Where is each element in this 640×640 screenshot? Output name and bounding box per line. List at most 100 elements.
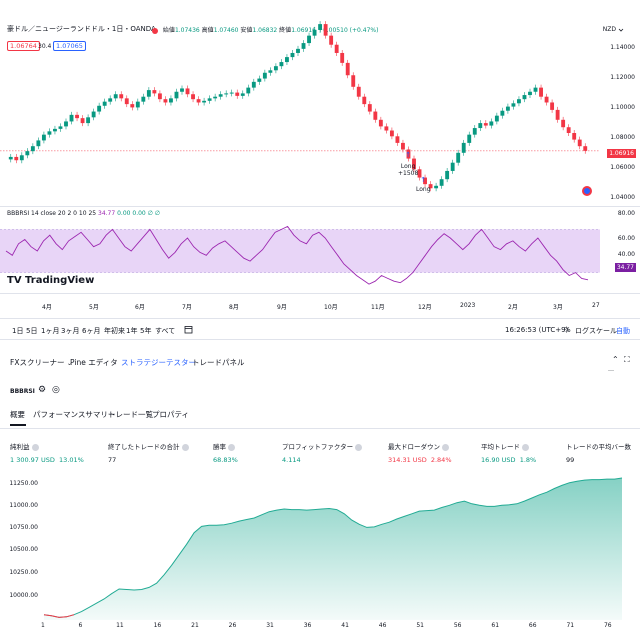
candle-body: [174, 91, 179, 99]
candle-body: [373, 111, 378, 120]
range-6m-button[interactable]: 6ヶ月: [82, 327, 101, 335]
equity-x-tick: 61: [491, 622, 500, 629]
range-3m-button[interactable]: 3ヶ月: [61, 327, 80, 335]
candle-body: [251, 81, 256, 88]
info-icon[interactable]: [228, 443, 235, 451]
rsi-chart[interactable]: [0, 207, 600, 293]
candle-body: [240, 93, 245, 96]
tab-trade-list[interactable]: トレード一覧: [108, 410, 153, 419]
rsi-legend: BBBRSI 14 close 20 2 0 10 25 34.77 0.00 …: [7, 210, 160, 217]
flag-icon[interactable]: [582, 186, 592, 196]
tab-pine-editor[interactable]: Pine エディタ: [70, 358, 118, 367]
panel-expand-icon[interactable]: ⛶: [624, 355, 630, 364]
stat-header-avg-trade: 平均トレード: [481, 441, 529, 451]
tab-fx-screener[interactable]: FXスクリーナー ⌄: [10, 358, 72, 367]
currency-chevron-icon[interactable]: [618, 27, 624, 33]
equity-y-tick: 10250.00: [9, 569, 38, 576]
candle-body: [472, 128, 477, 135]
long-size: +1508: [398, 170, 419, 177]
equity-x-tick: 46: [378, 622, 387, 629]
candle-body: [218, 94, 223, 97]
equity-x-tick: 1: [41, 622, 45, 629]
date-range-icon[interactable]: [184, 325, 193, 334]
candle-body: [102, 101, 107, 106]
rsi-label: BBBRSI 14 close 20 2 0 10 25: [7, 210, 97, 217]
candle-body: [378, 119, 383, 127]
tab-overview[interactable]: 概要: [10, 410, 25, 419]
equity-x-tick: 51: [416, 622, 424, 629]
price-tick: 1.06000: [610, 164, 635, 171]
candle-body: [500, 110, 505, 116]
candle-body: [86, 117, 91, 124]
sell-button[interactable]: 1.06764: [7, 41, 40, 51]
rsi-tick: 40.00: [617, 251, 635, 258]
range-1m-button[interactable]: 1ヶ月: [41, 327, 60, 335]
tab-trading-panel[interactable]: トレードパネル: [192, 358, 245, 367]
candle-body: [356, 86, 361, 97]
candle-body: [224, 93, 229, 95]
log-scale-toggle[interactable]: ログスケール: [575, 327, 617, 335]
info-icon[interactable]: [181, 443, 189, 451]
candle-body: [329, 35, 334, 45]
candle-body: [47, 131, 52, 135]
info-icon[interactable]: [31, 443, 39, 451]
info-icon[interactable]: [355, 443, 363, 451]
candle-body: [539, 87, 543, 97]
tab-properties[interactable]: プロパティ: [152, 410, 190, 419]
equity-x-tick: 71: [566, 622, 575, 629]
percent-toggle[interactable]: %: [564, 326, 571, 334]
equity-chart[interactable]: 11250.00 11000.00 10750.00 10500.00 1025…: [0, 470, 640, 640]
strategy-name[interactable]: BBBRSI: [10, 388, 35, 395]
candle-body: [207, 98, 212, 101]
clock-display[interactable]: 16:26:53 (UTC+9): [505, 326, 569, 334]
candle-body: [318, 24, 323, 30]
tab-strategy-tester[interactable]: ストラテジーテスター: [121, 358, 196, 367]
range-5y-button[interactable]: 5年: [140, 327, 152, 335]
candle-body: [196, 99, 201, 103]
candle-body: [157, 93, 162, 100]
tradingview-logo: 𝗧𝗩 TradingView: [7, 275, 94, 286]
range-5d-button[interactable]: 5日: [26, 327, 38, 335]
ohlc-close-label: 終値: [279, 27, 292, 34]
pair-title: 豪ドル／ニュージーランドドル・1日・OANDA: [7, 25, 156, 33]
panel-more-icon[interactable]: …: [608, 366, 614, 373]
equity-area-chart[interactable]: [0, 470, 640, 640]
time-tick: 6月: [135, 304, 145, 311]
candle-body: [146, 90, 151, 97]
timeframe-bar: [0, 318, 640, 340]
panel-maximize-icon[interactable]: ⌃: [612, 355, 619, 364]
range-1y-button[interactable]: 1年: [126, 327, 138, 335]
candle-body: [423, 177, 427, 185]
candle-body: [290, 52, 295, 58]
range-all-button[interactable]: すべて: [155, 327, 176, 335]
equity-y-tick: 11250.00: [9, 480, 38, 487]
rsi-value: 34.77: [98, 210, 116, 217]
tab-performance-summary[interactable]: パフォーマンスサマリー: [33, 410, 116, 419]
candle-body: [25, 151, 30, 156]
price-chart-area[interactable]: 豪ドル／ニュージーランドドル・1日・OANDA 始値1.07436 高値1.07…: [0, 14, 640, 206]
tradingview-mark-icon: 𝗧𝗩: [7, 275, 26, 286]
buy-button[interactable]: 1.07065: [53, 41, 86, 51]
candlestick-chart[interactable]: [0, 14, 600, 206]
range-1d-button[interactable]: 1日: [12, 327, 24, 335]
auto-scale-toggle[interactable]: 自動: [616, 327, 630, 335]
drawdown-line: [43, 614, 75, 618]
candle-body: [285, 57, 289, 63]
rsi-pane[interactable]: BBBRSI 14 close 20 2 0 10 25 34.77 0.00 …: [0, 206, 640, 292]
time-axis[interactable]: 4月 5月 6月 7月 8月 9月 10月 11月 12月 2023 2月 3月…: [0, 293, 640, 313]
equity-y-tick: 10500.00: [9, 546, 38, 553]
candle-body: [30, 146, 35, 152]
info-icon[interactable]: [442, 443, 449, 451]
candle-body: [163, 99, 168, 103]
info-icon[interactable]: [522, 443, 529, 451]
time-tick: 5月: [89, 304, 99, 311]
candle-body: [384, 126, 389, 131]
settings-icon[interactable]: ⚙: [38, 385, 47, 395]
range-ytd-button[interactable]: 年初来: [104, 327, 125, 335]
source-code-icon[interactable]: ◎: [52, 385, 60, 395]
equity-area: [44, 478, 622, 620]
equity-x-tick: 56: [453, 622, 462, 629]
candle-body: [489, 121, 494, 126]
equity-x-tick: 31: [266, 622, 274, 629]
candle-body: [456, 152, 461, 163]
